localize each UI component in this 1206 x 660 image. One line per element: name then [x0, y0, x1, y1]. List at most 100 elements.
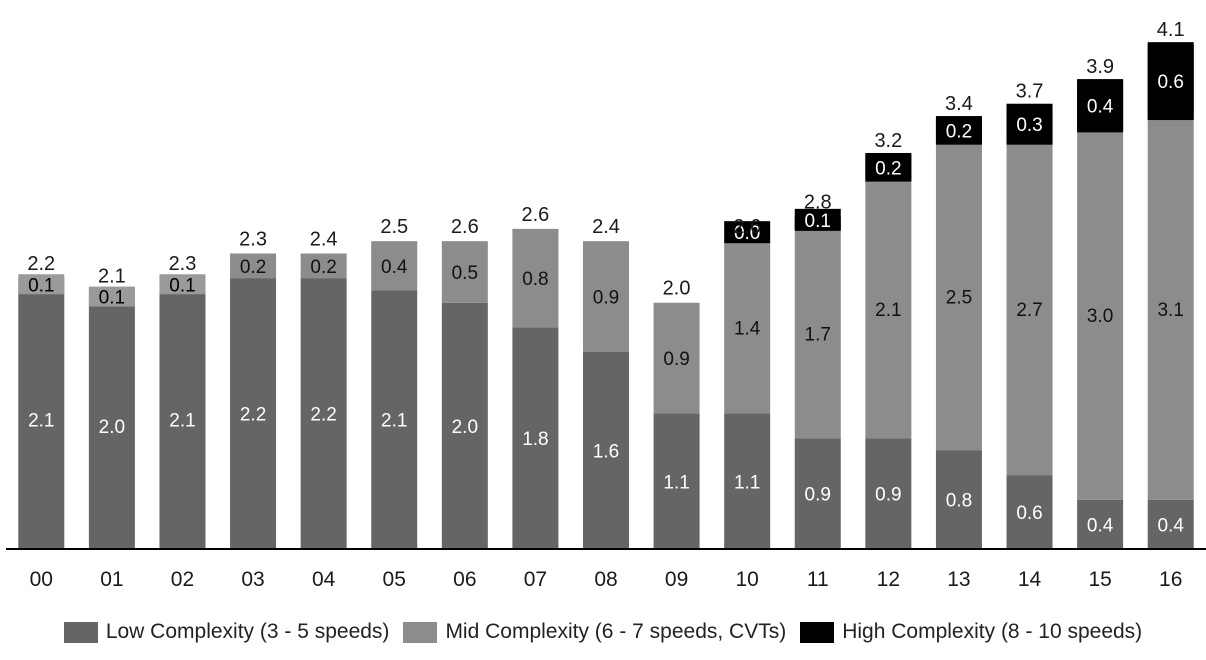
high-label-box	[794, 208, 841, 231]
high-label-box	[724, 221, 771, 244]
legend: Low Complexity (3 - 5 speeds) Mid Comple…	[0, 620, 1206, 644]
segment-value-label: 0.0	[734, 223, 760, 244]
segment-value-label: 2.0	[452, 417, 478, 438]
high-label-box	[935, 116, 982, 145]
segment-value-label: 1.1	[663, 472, 689, 493]
segment-value-label: 0.4	[381, 257, 408, 278]
bar-total-label: 3.4	[945, 93, 973, 115]
segment-value-label: 0.8	[522, 269, 548, 290]
segment-value-label: 0.9	[593, 288, 619, 309]
mid-label-box	[18, 274, 65, 295]
high-label-box	[1077, 79, 1124, 133]
bar-segment-low	[583, 351, 629, 549]
bar-total-label: 2.4	[592, 216, 620, 238]
x-tick-label: 15	[1088, 568, 1111, 591]
segment-value-label: 0.6	[1157, 72, 1183, 93]
mid-label-box	[88, 286, 135, 307]
segment-value-label: 2.1	[875, 300, 901, 321]
legend-item-low: Low Complexity (3 - 5 speeds)	[63, 620, 389, 644]
x-tick-label: 06	[453, 568, 476, 591]
legend-swatch-high	[800, 621, 835, 643]
segment-value-label: 0.1	[169, 275, 195, 296]
segment-value-label: 2.1	[28, 411, 54, 432]
bar-segment-low	[88, 302, 135, 549]
bar-segment-mid	[653, 302, 700, 414]
segment-value-label: 0.4	[1157, 515, 1184, 536]
bar-total-label: 2.2	[27, 253, 55, 275]
segment-value-label: 0.2	[946, 121, 972, 142]
segment-value-label: 0.2	[240, 257, 266, 278]
x-tick-label: 12	[877, 568, 900, 591]
bar-segment-low	[441, 302, 488, 549]
bar-segment-low	[1077, 499, 1124, 549]
x-tick-label: 03	[241, 568, 264, 591]
x-tick-label: 00	[30, 568, 53, 591]
x-tick-label: 09	[665, 568, 688, 591]
bar-segment-mid	[371, 241, 418, 291]
bar-segment-mid	[1077, 130, 1124, 500]
segment-value-label: 2.5	[946, 288, 972, 309]
legend-item-mid: Mid Complexity (6 - 7 speeds, CVTs)	[403, 620, 786, 644]
bar-segment-low	[724, 413, 771, 549]
segment-value-label: 0.1	[28, 275, 54, 296]
bar-total-label: 2.8	[804, 192, 832, 214]
bar-total-label: 2.6	[522, 204, 550, 226]
bar-segment-mid	[1006, 142, 1053, 476]
high-label-box	[1006, 103, 1053, 145]
segment-value-label: 0.1	[805, 211, 831, 232]
bar-segment-mid	[441, 241, 488, 303]
segment-value-label: 3.1	[1157, 300, 1183, 321]
bar-segment-low	[300, 278, 347, 549]
stacked-bar-chart: 2.10.12.2002.00.12.1012.10.12.3022.20.22…	[6, 19, 1206, 591]
bar-total-label: 3.9	[1086, 56, 1114, 78]
legend-label-high: High Complexity (8 - 10 speeds)	[842, 620, 1143, 643]
bar-total-label: 2.6	[733, 216, 761, 238]
bar-segment-low	[653, 413, 700, 549]
segment-value-label: 2.7	[1016, 300, 1042, 321]
x-tick-label: 01	[100, 568, 123, 591]
bar-segment-mid	[583, 241, 629, 352]
x-tick-label: 10	[735, 568, 758, 591]
segment-value-label: 0.2	[875, 158, 901, 179]
bar-segment-low	[18, 290, 65, 549]
bar-total-label: 3.2	[874, 130, 902, 152]
bar-segment-low	[1006, 475, 1053, 549]
segment-value-label: 0.4	[1087, 515, 1114, 536]
bar-total-label: 2.5	[380, 216, 408, 238]
segment-value-label: 1.8	[522, 429, 548, 450]
segment-value-label: 0.2	[310, 257, 336, 278]
x-tick-label: 05	[383, 568, 406, 591]
bar-segment-mid	[300, 253, 347, 279]
legend-item-high: High Complexity (8 - 10 speeds)	[800, 620, 1142, 644]
x-tick-label: 04	[312, 568, 336, 591]
segment-value-label: 0.6	[1016, 503, 1042, 524]
segment-value-label: 2.1	[381, 411, 407, 432]
segment-value-label: 0.9	[663, 349, 689, 370]
segment-value-label: 0.9	[805, 485, 831, 506]
bar-segment-mid	[935, 142, 982, 451]
segment-value-label: 2.0	[99, 417, 125, 438]
bar-segment-mid	[865, 179, 912, 439]
segment-value-label: 1.4	[734, 318, 761, 339]
bar-segment-low	[230, 278, 277, 549]
segment-value-label: 1.6	[593, 441, 619, 462]
bar-total-label: 2.6	[451, 216, 479, 238]
x-tick-label: 02	[171, 568, 194, 591]
bar-segment-low	[512, 327, 559, 549]
segment-value-label: 1.7	[805, 325, 831, 346]
x-tick-label: 11	[807, 568, 829, 591]
segment-value-label: 0.3	[1016, 115, 1042, 136]
segment-value-label: 0.5	[452, 263, 478, 284]
segment-value-label: 2.2	[240, 405, 266, 426]
x-tick-label: 08	[594, 568, 617, 591]
bar-total-label: 3.7	[1016, 81, 1044, 103]
x-tick-label: 07	[524, 568, 547, 591]
bar-segment-low	[371, 290, 418, 549]
x-tick-label: 14	[1018, 568, 1042, 591]
bar-segment-mid	[724, 241, 771, 414]
legend-swatch-low	[63, 621, 98, 643]
bar-total-label: 2.1	[98, 265, 126, 287]
bar-segment-mid	[512, 228, 559, 328]
legend-label-mid: Mid Complexity (6 - 7 speeds, CVTs)	[445, 620, 787, 643]
